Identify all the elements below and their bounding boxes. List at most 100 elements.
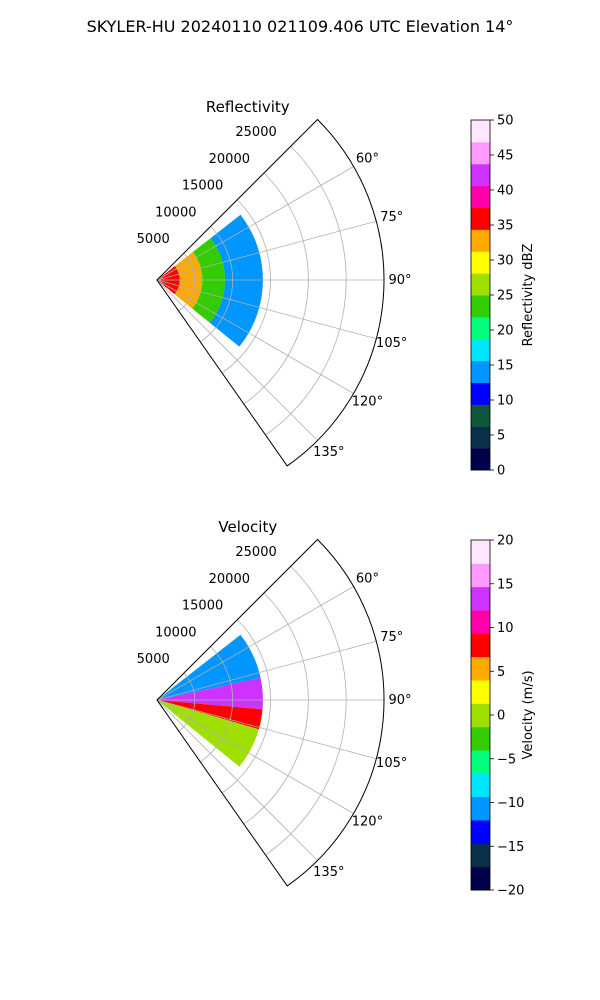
- range-ring: [178, 252, 196, 312]
- radial-tick-label: 5000: [137, 232, 170, 247]
- azimuth-tick-label: 90°: [388, 273, 411, 288]
- velocity-panel: Velocity 60° 75° 90° 105° 120° 135° 5000 10000 15…: [137, 518, 536, 899]
- radial-tick-label: 20000: [209, 572, 250, 587]
- colorbar-swatch: [471, 820, 490, 844]
- colorbar-swatch: [471, 120, 490, 143]
- panel-title: Velocity: [218, 518, 277, 536]
- colorbar-tick-label: −5: [497, 752, 516, 767]
- colorbar-swatch: [471, 610, 490, 634]
- colorbar-swatch: [471, 360, 490, 383]
- colorbar-tick-label: 10: [497, 621, 514, 636]
- azimuth-tick-label: 60°: [356, 572, 379, 587]
- colorbar-tick-label: 5: [497, 665, 505, 680]
- range-ring: [178, 672, 196, 732]
- azimuth-tick-label: 60°: [356, 152, 379, 167]
- colorbar-tick-label: 0: [497, 709, 505, 724]
- colorbar-swatch: [471, 163, 490, 187]
- colorbar-label: Reflectivity dBZ: [521, 244, 536, 347]
- colorbar-swatch: [471, 426, 490, 449]
- colorbar-swatch: [471, 680, 490, 704]
- colorbar-tick-label: 25: [497, 289, 514, 304]
- radial-tick-label: 5000: [137, 652, 170, 667]
- colorbar-swatch: [471, 295, 490, 318]
- radial-tick-label: 15000: [182, 599, 223, 614]
- azimuth-tick-label: 105°: [376, 756, 407, 771]
- colorbar-swatch: [471, 750, 490, 774]
- colorbar-tick-label: 0: [497, 464, 505, 479]
- sector-outline: [156, 538, 385, 887]
- colorbar-tick-label: 15: [497, 577, 514, 592]
- radial-tick-label: 25000: [235, 125, 276, 140]
- azimuth-tick-label: 75°: [380, 630, 403, 645]
- radar-field: [157, 214, 263, 347]
- azimuth-tick-label: 135°: [313, 445, 344, 460]
- colorbar-tick-label: 15: [497, 359, 514, 374]
- radial-tick-label: 20000: [209, 152, 250, 167]
- azimuth-spoke: [156, 220, 377, 281]
- colorbar-tick-label: 45: [497, 149, 514, 164]
- reflectivity-panel: Reflectivity60°75°90°105°120°135°5000100…: [137, 98, 536, 479]
- range-ring: [243, 172, 309, 405]
- colorbar-swatch: [471, 656, 490, 681]
- range-ring: [221, 619, 271, 794]
- colorbar-swatch: [471, 338, 490, 362]
- azimuth-tick-label: 135°: [313, 865, 344, 880]
- colorbar-swatch: [471, 251, 490, 274]
- colorbar-tick-label: 5: [497, 429, 505, 444]
- colorbar: −20 −15 −10 −5 0 5 10 15 20 Velocity (m/s): [470, 534, 536, 899]
- field-zone-3: [209, 214, 263, 347]
- azimuth-spoke: [156, 640, 377, 701]
- colorbar-tick-label: −15: [497, 840, 524, 855]
- field-zone-1: [157, 677, 263, 710]
- azimuth-spoke: [156, 699, 354, 814]
- colorbar-swatch: [471, 404, 490, 427]
- radial-tick-label: 10000: [155, 625, 196, 640]
- range-ring: [265, 565, 347, 856]
- colorbar-swatch: [471, 563, 490, 588]
- colorbar-swatch: [471, 316, 490, 340]
- colorbar-label: Velocity (m/s): [521, 670, 536, 759]
- range-ring: [265, 145, 347, 436]
- colorbar-swatch: [471, 141, 490, 165]
- colorbar-tick-label: 40: [497, 184, 514, 199]
- colorbar-tick-label: 20: [497, 324, 514, 339]
- colorbar-swatch: [471, 726, 490, 751]
- colorbar-tick-label: 20: [497, 534, 514, 549]
- colorbar-tick-label: −20: [497, 884, 524, 899]
- colorbar: 0 5 10 15 20 25 30 35 40 45 50 Reflectivity dBZ: [470, 114, 536, 479]
- radial-tick-label: 25000: [235, 545, 276, 560]
- colorbar-swatch: [471, 273, 490, 296]
- azimuth-tick-label: 105°: [376, 336, 407, 351]
- range-ring: [200, 646, 234, 763]
- azimuth-spoke: [156, 279, 354, 394]
- azimuth-spoke: [156, 166, 354, 281]
- field-zone-3: [157, 700, 259, 767]
- colorbar-swatch: [471, 540, 490, 564]
- azimuth-spoke: [156, 699, 377, 760]
- azimuth-tick-label: 120°: [352, 395, 383, 410]
- colorbar-swatch: [471, 229, 490, 252]
- colorbar-tick-label: 10: [497, 394, 514, 409]
- range-ring: [200, 226, 234, 343]
- colorbar-swatch: [471, 207, 490, 230]
- colorbar-swatch: [471, 703, 490, 728]
- range-ring: [243, 592, 309, 825]
- sector-outline: [156, 118, 385, 467]
- colorbar-swatch: [471, 382, 490, 405]
- colorbar-tick-label: −10: [497, 796, 524, 811]
- field-zone-0: [157, 634, 261, 700]
- colorbar-swatch: [471, 773, 490, 798]
- colorbar-swatch: [471, 185, 490, 208]
- azimuth-tick-label: 90°: [388, 693, 411, 708]
- colorbar-swatch: [471, 796, 490, 821]
- azimuth-spoke: [156, 279, 377, 340]
- azimuth-tick-label: 75°: [380, 210, 403, 225]
- colorbar-tick-label: 30: [497, 254, 514, 269]
- azimuth-spoke: [156, 279, 318, 441]
- colorbar-swatch: [471, 586, 490, 611]
- colorbar-tick-label: 35: [497, 219, 514, 234]
- azimuth-tick-label: 120°: [352, 815, 383, 830]
- colorbar-tick-label: 50: [497, 114, 514, 129]
- radar-field: [157, 634, 263, 767]
